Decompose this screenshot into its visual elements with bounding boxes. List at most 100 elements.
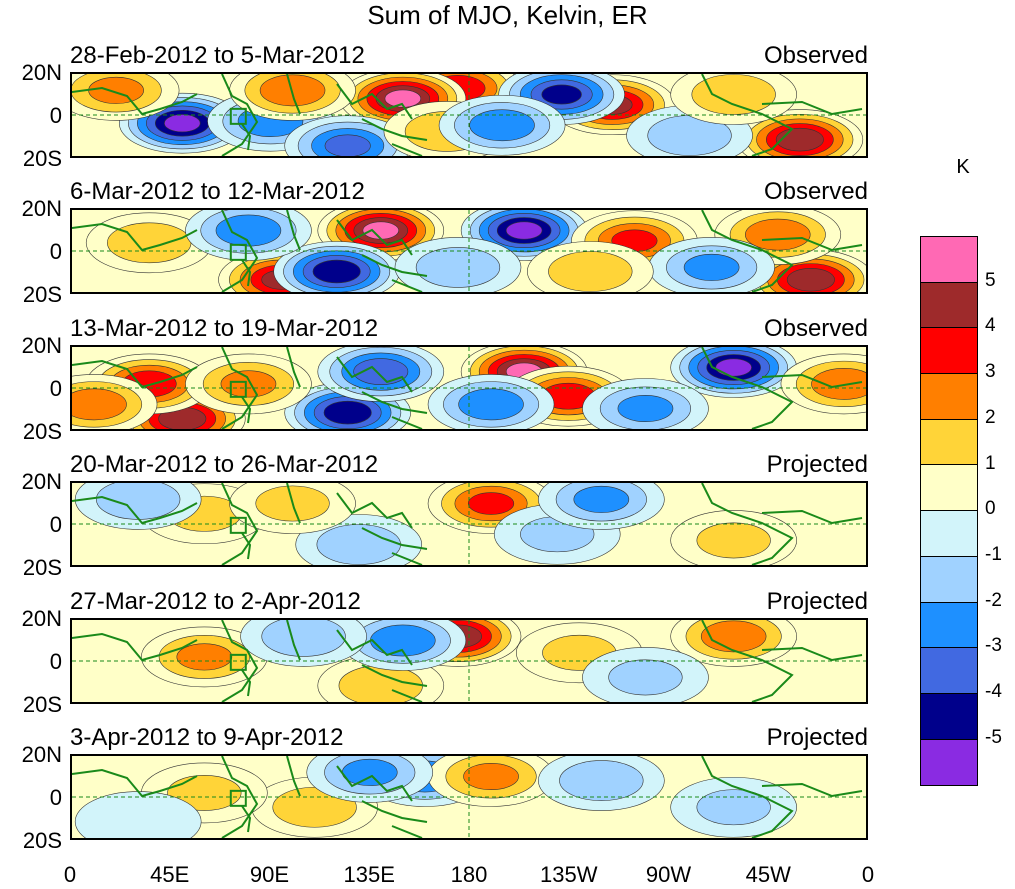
region-box xyxy=(229,243,247,261)
x-tick-label: 45W xyxy=(745,862,791,887)
y-tick-label: 20N xyxy=(21,196,62,221)
coastline xyxy=(761,782,863,798)
chart-title: Sum of MJO, Kelvin, ER xyxy=(367,0,648,30)
x-tick-label: 90W xyxy=(645,862,692,887)
panel-period-label: 6-Mar-2012 to 12-Mar-2012 xyxy=(70,178,365,205)
contour-blob xyxy=(384,89,422,108)
contour-blob xyxy=(696,522,771,559)
coastline xyxy=(391,143,423,156)
panel-status-label: Projected xyxy=(766,451,868,478)
colorbar-level-label: -4 xyxy=(985,681,1002,702)
coastline xyxy=(761,509,863,525)
coastline xyxy=(221,620,259,702)
y-tick-label: 20S xyxy=(22,828,62,853)
colorbar-swatch xyxy=(921,648,977,694)
map-svg xyxy=(72,620,866,702)
y-tick-label: 20S xyxy=(22,146,62,171)
contour-blob xyxy=(467,492,515,515)
contour-blob xyxy=(458,388,524,421)
y-tick-label: 20N xyxy=(21,469,62,494)
coastline xyxy=(241,532,252,560)
colorbar-swatch xyxy=(921,739,977,786)
coastline xyxy=(391,279,423,292)
contour-blob xyxy=(775,127,824,152)
contour-blob xyxy=(700,620,767,653)
y-tick-label: 0 xyxy=(49,785,62,810)
colorbar-level-label: 2 xyxy=(985,406,996,428)
colorbar-swatch xyxy=(921,419,977,466)
map-panel xyxy=(70,754,868,840)
contour-blob xyxy=(176,643,233,671)
coastline xyxy=(336,492,413,529)
coastline xyxy=(241,805,252,833)
map-panel xyxy=(70,481,868,567)
contour-blob xyxy=(261,620,346,657)
coastline xyxy=(701,483,794,565)
coastline xyxy=(361,391,428,414)
coastline xyxy=(336,219,413,256)
contour-blob xyxy=(324,134,371,156)
x-tick-label: 180 xyxy=(450,862,488,887)
map-svg xyxy=(72,210,866,292)
coastline xyxy=(241,123,252,151)
colorbar xyxy=(920,236,978,787)
coastline xyxy=(72,495,198,525)
contour-blob xyxy=(608,659,683,696)
panel-status-label: Projected xyxy=(766,588,868,615)
colorbar-level-label: 0 xyxy=(985,498,996,520)
panel-period-label: 20-Mar-2012 to 26-Mar-2012 xyxy=(70,451,379,478)
contour-blob xyxy=(316,524,401,565)
coastline xyxy=(391,416,423,429)
x-tick-label: 0 xyxy=(861,862,875,887)
y-tick-label: 0 xyxy=(49,376,62,401)
coastline xyxy=(361,800,428,823)
colorbar-level-label: -2 xyxy=(985,589,1002,611)
coastline xyxy=(761,236,863,252)
contour-blob xyxy=(353,358,409,385)
x-tick-label: 45E xyxy=(150,862,190,887)
coastline xyxy=(221,210,259,292)
coastline xyxy=(701,620,794,702)
coastline xyxy=(72,86,198,116)
map-svg xyxy=(72,483,866,565)
contour-blob xyxy=(362,221,399,240)
map-svg xyxy=(72,756,866,838)
colorbar-swatch xyxy=(921,374,977,420)
contour-blob xyxy=(541,84,582,105)
coastline xyxy=(72,359,198,389)
x-tick-label: 135W xyxy=(540,862,598,887)
coastline xyxy=(336,83,413,120)
coastline xyxy=(221,756,259,838)
contour-blob xyxy=(559,760,644,801)
contour-blob xyxy=(745,218,811,251)
contour-blob xyxy=(696,789,771,826)
region-box xyxy=(229,516,247,534)
contour-blob xyxy=(617,394,674,423)
contour-blob xyxy=(811,368,866,400)
coastline xyxy=(286,74,301,115)
colorbar-level-label: -1 xyxy=(985,543,1002,565)
colorbar-swatch xyxy=(921,602,977,649)
map-panel xyxy=(70,345,868,431)
x-tick-label: 0 xyxy=(63,862,77,887)
contour-blob xyxy=(72,388,127,421)
map-panel xyxy=(70,208,868,294)
coastline xyxy=(286,210,301,251)
contour-blob xyxy=(415,247,501,288)
colorbar-swatch xyxy=(921,328,977,375)
region-box xyxy=(229,107,247,125)
panel-period-label: 28-Feb-2012 to 5-Mar-2012 xyxy=(70,42,365,69)
contour-blob xyxy=(220,370,277,398)
coastline xyxy=(221,74,259,156)
coastline xyxy=(286,347,301,388)
y-tick-label: 20S xyxy=(22,419,62,444)
colorbar-unit: K xyxy=(956,156,970,178)
panel-status-label: Observed xyxy=(763,315,868,342)
coastline xyxy=(286,756,301,797)
colorbar-level-label: 5 xyxy=(985,269,996,291)
coastline xyxy=(361,254,428,277)
coastline xyxy=(241,259,252,287)
coastline xyxy=(221,483,259,565)
y-tick-label: 0 xyxy=(49,649,62,674)
y-tick-label: 20N xyxy=(21,606,62,631)
